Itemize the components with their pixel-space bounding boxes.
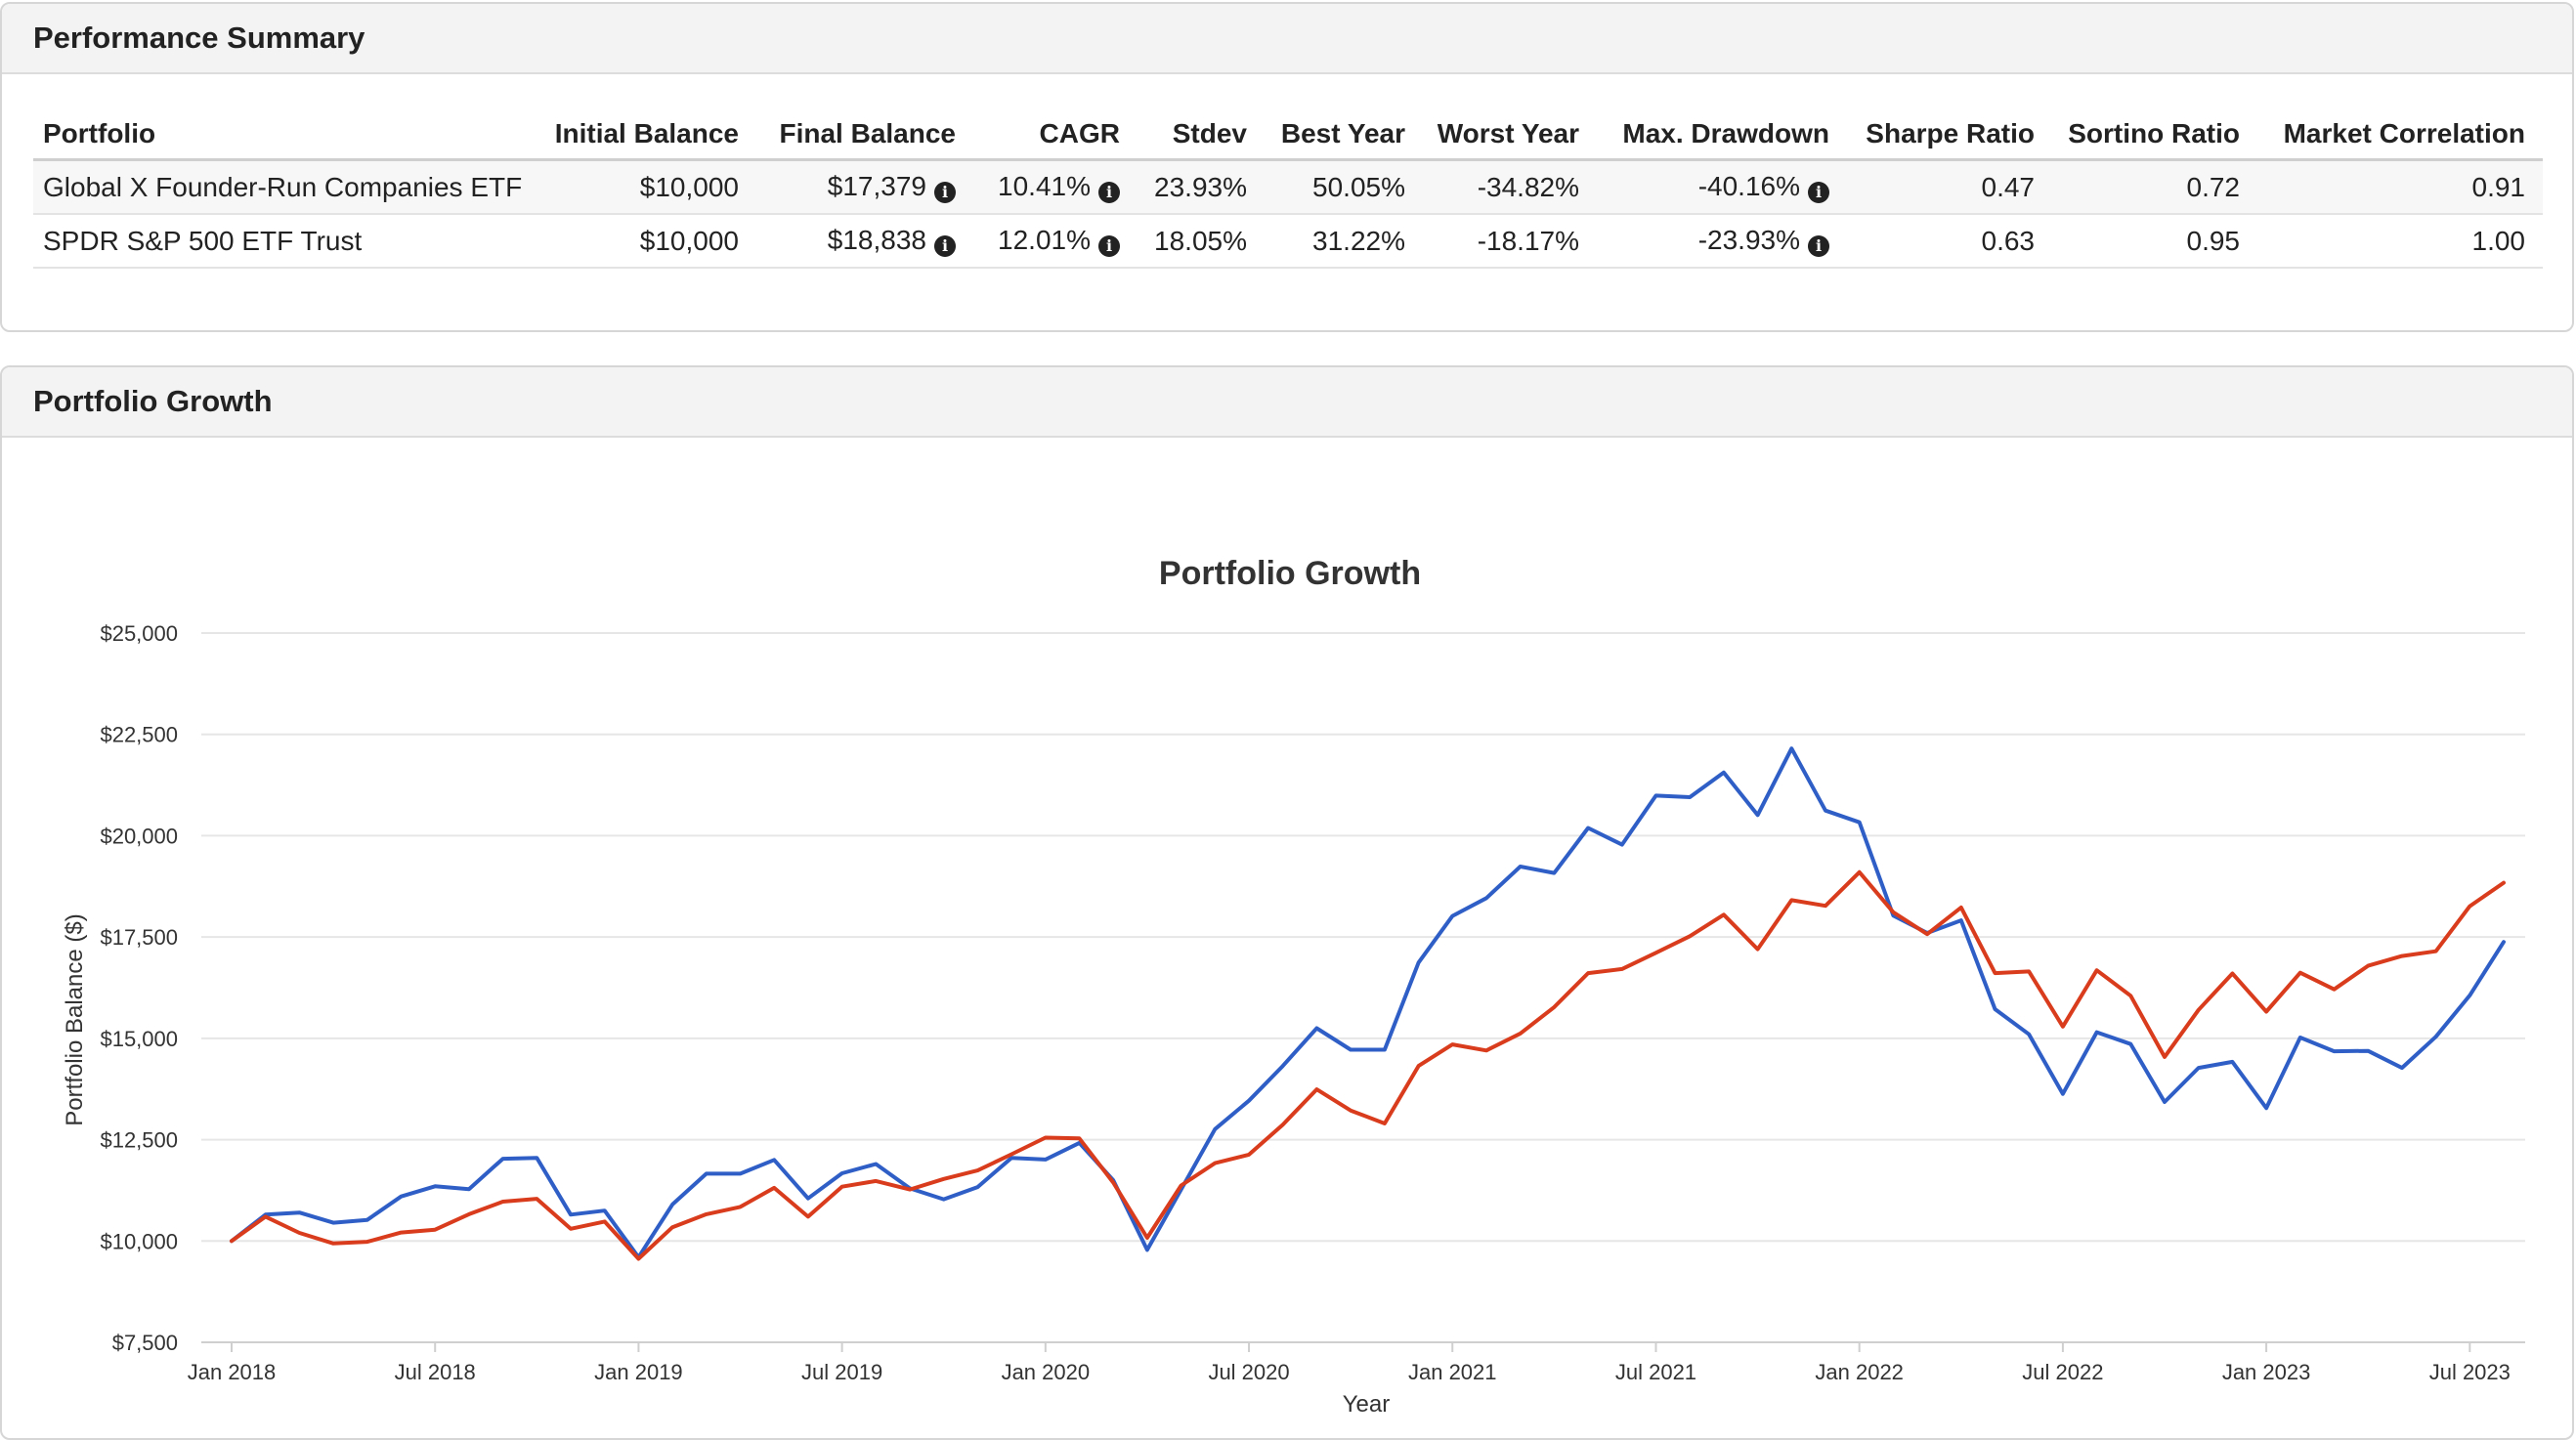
worst-year: -34.82% xyxy=(1423,159,1597,215)
column-header-sharpe-ratio[interactable]: Sharpe Ratio xyxy=(1847,109,2052,161)
best-year: 31.22% xyxy=(1265,214,1423,269)
cagr-cell: 12.01% i xyxy=(973,214,1138,269)
x-tick-label: Jul 2018 xyxy=(395,1360,476,1384)
y-tick-label: $20,000 xyxy=(100,824,178,848)
info-circle-icon[interactable]: i xyxy=(1098,235,1120,257)
column-header-worst-year[interactable]: Worst Year xyxy=(1423,109,1597,161)
y-tick-label: $22,500 xyxy=(100,723,178,747)
x-axis-title: Year xyxy=(1343,1391,1391,1418)
x-tick-label: Jan 2019 xyxy=(594,1360,683,1384)
x-tick-label: Jul 2020 xyxy=(1208,1360,1289,1384)
gridlines xyxy=(201,632,2525,1343)
column-header-final-balance[interactable]: Final Balance xyxy=(756,109,973,161)
sharpe-ratio: 0.63 xyxy=(1847,214,2052,269)
cagr: 12.01% xyxy=(998,225,1091,255)
y-tick-label: $12,500 xyxy=(100,1128,178,1153)
performance-summary-table: Portfolio Initial Balance Final Balance … xyxy=(33,109,2543,269)
stdev: 18.05% xyxy=(1138,214,1265,269)
market-correlation: 0.91 xyxy=(2257,159,2543,215)
portfolio-name: SPDR S&P 500 ETF Trust xyxy=(33,214,541,269)
x-axis-ticks: Jan 2018 Jul 2018 Jan 2019 Jul 2019 Jan 2020… xyxy=(188,1342,2511,1384)
column-header-market-correlation[interactable]: Market Correlation xyxy=(2257,109,2543,161)
info-circle-icon[interactable]: i xyxy=(1808,182,1829,203)
column-header-portfolio[interactable]: Portfolio xyxy=(33,109,541,161)
x-tick-label: Jul 2022 xyxy=(2022,1360,2103,1384)
y-tick-label: $10,000 xyxy=(100,1229,178,1253)
y-axis-ticks: $7,500 $10,000 $12,500 $15,000 $17,500 $20,00… xyxy=(100,621,178,1355)
market-correlation: 1.00 xyxy=(2257,214,2543,269)
performance-summary-title: Performance Summary xyxy=(33,21,365,55)
portfolio-growth-title: Portfolio Growth xyxy=(33,384,273,418)
final-balance-cell: $18,838 i xyxy=(756,214,973,269)
y-tick-label: $17,500 xyxy=(100,925,178,950)
sortino-ratio: 0.95 xyxy=(2052,214,2257,269)
y-axis-title: Portfolio Balance ($) xyxy=(62,913,88,1125)
x-tick-label: Jan 2020 xyxy=(1002,1360,1091,1384)
table-header-row: Portfolio Initial Balance Final Balance … xyxy=(33,109,2543,161)
final-balance: $17,379 xyxy=(827,171,926,201)
column-header-cagr[interactable]: CAGR xyxy=(973,109,1138,161)
info-circle-icon[interactable]: i xyxy=(1098,182,1120,203)
chart-title: Portfolio Growth xyxy=(1159,555,1421,592)
series-lines xyxy=(230,746,2506,1261)
max-drawdown: -40.16% xyxy=(1697,171,1800,201)
x-tick-label: Jan 2022 xyxy=(1815,1360,1904,1384)
x-tick-label: Jan 2021 xyxy=(1408,1360,1497,1384)
x-tick-label: Jul 2023 xyxy=(2429,1360,2511,1384)
cagr: 10.41% xyxy=(998,171,1091,201)
stdev: 23.93% xyxy=(1138,159,1265,215)
initial-balance: $10,000 xyxy=(541,159,756,215)
performance-summary-header: Performance Summary xyxy=(2,4,2572,74)
portfolio-name: Global X Founder-Run Companies ETF xyxy=(33,159,541,215)
final-balance: $18,838 xyxy=(827,225,926,255)
max-drawdown-cell: -23.93% i xyxy=(1597,214,1847,269)
portfolio-growth-chart[interactable]: Portfolio Growth $7,500 $10,000 $12,500 $15… xyxy=(2,438,2572,1434)
column-header-initial-balance[interactable]: Initial Balance xyxy=(541,109,756,161)
performance-summary-panel: Performance Summary Portfolio Initial Ba… xyxy=(0,2,2574,332)
cagr-cell: 10.41% i xyxy=(973,159,1138,215)
x-tick-label: Jul 2021 xyxy=(1615,1360,1696,1384)
series-line-spdr-sp500 xyxy=(230,869,2506,1261)
x-tick-label: Jan 2018 xyxy=(188,1360,277,1384)
y-tick-label: $15,000 xyxy=(100,1027,178,1051)
max-drawdown-cell: -40.16% i xyxy=(1597,159,1847,215)
x-tick-label: Jan 2023 xyxy=(2222,1360,2311,1384)
sortino-ratio: 0.72 xyxy=(2052,159,2257,215)
column-header-stdev[interactable]: Stdev xyxy=(1138,109,1265,161)
table-row: SPDR S&P 500 ETF Trust $10,000 $18,838 i … xyxy=(33,214,2543,269)
portfolio-growth-header: Portfolio Growth xyxy=(2,367,2572,438)
best-year: 50.05% xyxy=(1265,159,1423,215)
x-tick-label: Jul 2019 xyxy=(801,1360,882,1384)
series-line-founder-run-etf xyxy=(230,746,2506,1259)
worst-year: -18.17% xyxy=(1423,214,1597,269)
info-circle-icon[interactable]: i xyxy=(934,182,956,203)
initial-balance: $10,000 xyxy=(541,214,756,269)
info-circle-icon[interactable]: i xyxy=(934,235,956,257)
final-balance-cell: $17,379 i xyxy=(756,159,973,215)
sharpe-ratio: 0.47 xyxy=(1847,159,2052,215)
y-tick-label: $7,500 xyxy=(112,1331,178,1355)
column-header-sortino-ratio[interactable]: Sortino Ratio xyxy=(2052,109,2257,161)
column-header-max-drawdown[interactable]: Max. Drawdown xyxy=(1597,109,1847,161)
info-circle-icon[interactable]: i xyxy=(1808,235,1829,257)
portfolio-growth-panel: Portfolio Growth Portfolio Growth $7,500… xyxy=(0,365,2574,1440)
y-tick-label: $25,000 xyxy=(100,621,178,646)
max-drawdown: -23.93% xyxy=(1697,225,1800,255)
column-header-best-year[interactable]: Best Year xyxy=(1265,109,1423,161)
table-row: Global X Founder-Run Companies ETF $10,0… xyxy=(33,159,2543,215)
